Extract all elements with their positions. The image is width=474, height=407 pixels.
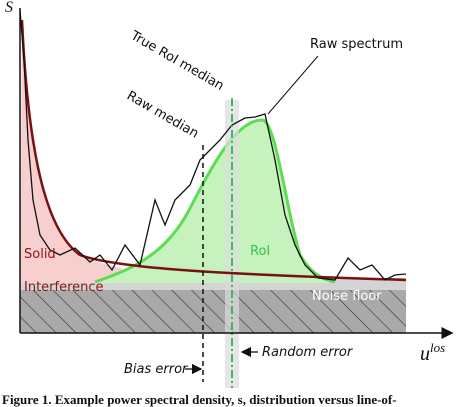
x-label: ulos: [420, 340, 445, 365]
interference-label: Interference: [24, 280, 104, 295]
random-error-label: Random error: [262, 345, 354, 360]
solid-label: Solid: [24, 247, 56, 262]
x-label-main: u: [420, 343, 430, 365]
caption: Figure 1. Example power spectral density…: [2, 392, 397, 407]
bias-error-label: Bias error: [124, 362, 189, 377]
raw-spectrum-label: Raw spectrum: [310, 37, 403, 52]
roi-fill: [100, 120, 335, 283]
noise-region: [20, 283, 406, 333]
roi-label: RoI: [250, 244, 270, 259]
x-label-sup: los: [430, 340, 445, 355]
y-label: S: [5, 0, 13, 16]
noise-floor-label: Noise floor: [312, 289, 382, 304]
leader-line: [267, 55, 319, 115]
true-median-label: True RoI median: [127, 28, 226, 94]
solid-fill: [20, 20, 122, 283]
raw-spectrum: [19, 9, 407, 281]
raw-median-label: Raw median: [124, 88, 201, 141]
